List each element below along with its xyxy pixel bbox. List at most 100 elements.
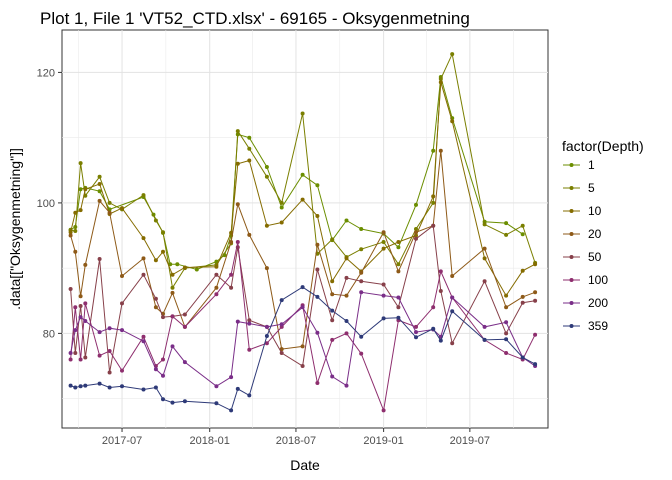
- data-point: [450, 274, 455, 278]
- x-tick-label: 2018-01: [190, 435, 230, 447]
- data-point: [175, 262, 180, 267]
- axes: 80 100 120 2017-07 2018-01 2018-07 2019-01 2019…: [37, 67, 490, 447]
- data-point: [279, 322, 284, 327]
- legend-label: 50: [588, 250, 602, 264]
- data-point: [344, 331, 349, 336]
- data-point: [153, 218, 158, 223]
- data-point: [235, 161, 240, 166]
- data-point: [107, 349, 112, 353]
- data-point: [450, 309, 455, 314]
- data-point: [83, 355, 88, 360]
- data-point: [141, 339, 146, 344]
- data-point: [214, 272, 219, 277]
- data-point: [83, 383, 88, 388]
- data-point: [214, 264, 219, 269]
- data-point: [396, 315, 401, 320]
- data-point: [520, 232, 525, 237]
- data-point: [107, 200, 112, 205]
- data-point: [120, 206, 124, 211]
- data-point: [396, 295, 401, 300]
- legend-key-point: [569, 163, 574, 167]
- data-point: [214, 384, 219, 389]
- data-point: [120, 301, 124, 306]
- data-point: [214, 401, 219, 406]
- data-point: [73, 385, 78, 390]
- data-point: [141, 334, 146, 339]
- plot-panel: [61, 29, 549, 429]
- data-point: [161, 397, 165, 402]
- legend-key-point: [569, 255, 574, 259]
- data-point: [68, 357, 73, 362]
- y-tick-label: 120: [37, 67, 55, 79]
- data-point: [68, 233, 73, 238]
- data-point: [396, 262, 401, 267]
- data-point: [97, 189, 102, 194]
- data-point: [170, 344, 175, 349]
- y-axis-label: .data[["Oksygenmetning"]]: [7, 148, 23, 310]
- data-point: [73, 249, 78, 254]
- legend-item: 1: [563, 158, 595, 172]
- data-point: [330, 308, 335, 313]
- data-point: [107, 385, 112, 390]
- data-point: [344, 218, 349, 223]
- data-point: [315, 381, 320, 385]
- data-point: [78, 315, 83, 320]
- data-point: [315, 294, 320, 299]
- data-point: [229, 240, 234, 244]
- data-point: [141, 272, 146, 277]
- data-point: [450, 52, 455, 57]
- data-point: [120, 328, 124, 333]
- data-point: [153, 296, 158, 301]
- data-point: [120, 384, 124, 389]
- data-point: [431, 305, 436, 310]
- data-point: [330, 279, 335, 284]
- data-point: [78, 187, 83, 192]
- data-point: [482, 246, 487, 251]
- data-point: [359, 247, 364, 252]
- data-point: [504, 293, 509, 298]
- data-point: [170, 400, 175, 405]
- data-point: [504, 232, 509, 237]
- data-point: [315, 267, 320, 272]
- data-point: [315, 330, 320, 335]
- legend-title: factor(Depth): [562, 138, 644, 154]
- legend-key-point: [569, 186, 574, 190]
- data-point: [279, 298, 284, 303]
- data-point: [68, 383, 73, 388]
- data-point: [78, 294, 83, 299]
- data-point: [247, 318, 252, 323]
- data-point: [381, 316, 386, 321]
- data-point: [300, 364, 305, 368]
- data-point: [504, 221, 509, 226]
- data-point: [97, 381, 102, 386]
- data-point: [279, 351, 284, 355]
- legend-item: 10: [563, 204, 602, 218]
- data-point: [247, 158, 252, 163]
- data-point: [68, 287, 73, 291]
- series-layer: [68, 52, 538, 413]
- data-point: [153, 367, 158, 372]
- data-point: [68, 230, 73, 235]
- data-point: [450, 119, 455, 124]
- data-point: [414, 335, 418, 340]
- data-point: [300, 172, 305, 177]
- data-point: [344, 319, 349, 323]
- legend-item: 200: [563, 296, 608, 310]
- data-point: [533, 290, 538, 295]
- data-point: [344, 293, 349, 298]
- data-point: [300, 111, 305, 116]
- data-point: [396, 269, 401, 274]
- data-point: [182, 360, 187, 365]
- data-point: [330, 337, 335, 342]
- data-point: [520, 355, 525, 360]
- data-point: [359, 270, 364, 275]
- data-point: [73, 210, 78, 215]
- data-point: [504, 331, 509, 336]
- data-point: [141, 387, 146, 392]
- legend-item: 5: [563, 181, 595, 195]
- data-point: [359, 290, 364, 295]
- data-point: [161, 373, 165, 378]
- data-point: [73, 328, 78, 333]
- data-point: [73, 351, 78, 355]
- data-point: [107, 210, 112, 215]
